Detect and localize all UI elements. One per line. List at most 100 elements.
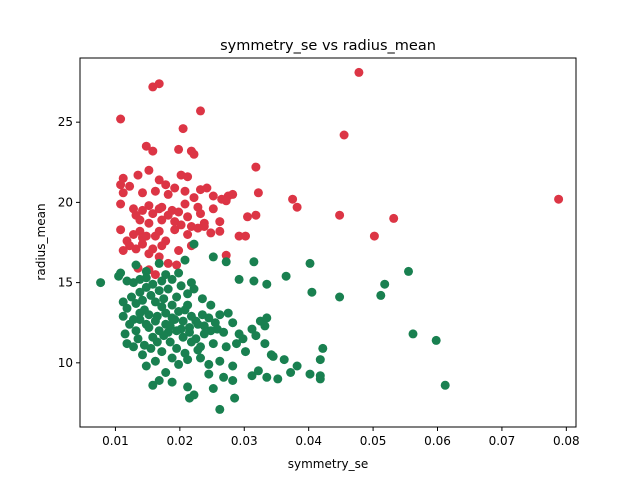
data-point xyxy=(260,339,270,349)
data-point xyxy=(167,300,177,310)
data-point xyxy=(157,276,167,286)
data-point xyxy=(174,144,184,154)
data-point xyxy=(178,124,188,134)
data-point xyxy=(219,327,229,337)
data-point xyxy=(249,257,259,267)
data-point xyxy=(369,231,379,241)
data-point xyxy=(260,321,270,331)
data-point xyxy=(144,249,154,259)
data-point xyxy=(253,188,263,198)
data-point xyxy=(208,191,218,201)
data-point xyxy=(206,228,216,238)
data-point xyxy=(180,199,190,209)
data-point xyxy=(154,175,164,185)
data-point xyxy=(185,327,194,337)
data-point xyxy=(243,212,252,222)
x-axis-label: symmetry_se xyxy=(288,457,369,471)
data-point xyxy=(183,289,193,299)
data-point xyxy=(150,316,160,326)
data-point xyxy=(163,258,173,268)
data-point xyxy=(167,274,177,284)
data-point xyxy=(251,162,261,172)
y-axis-label: radius_mean xyxy=(34,203,48,280)
data-point xyxy=(135,308,145,318)
data-point xyxy=(118,188,128,198)
data-point xyxy=(335,292,345,302)
data-point xyxy=(163,284,173,294)
data-point xyxy=(315,355,325,365)
data-point xyxy=(339,130,349,140)
data-point xyxy=(172,343,182,353)
data-point xyxy=(292,361,302,371)
data-point xyxy=(196,106,205,116)
data-point xyxy=(176,281,186,291)
data-point xyxy=(431,335,441,345)
y-tick-label: 10 xyxy=(58,356,73,370)
data-point xyxy=(174,268,184,278)
data-point xyxy=(281,271,291,281)
data-point xyxy=(141,273,151,283)
data-point xyxy=(127,292,136,302)
data-point xyxy=(154,326,164,336)
data-point xyxy=(228,318,238,328)
data-point xyxy=(116,199,126,209)
points-layer xyxy=(96,67,564,414)
x-tick-label: 0.05 xyxy=(360,434,387,448)
y-tick-label: 20 xyxy=(58,195,73,209)
data-point xyxy=(221,257,231,267)
data-point xyxy=(178,316,188,326)
data-point xyxy=(215,217,225,227)
y-tick-label: 15 xyxy=(58,276,73,290)
data-point xyxy=(268,351,278,361)
data-point xyxy=(129,342,138,352)
data-point xyxy=(150,186,160,196)
data-point xyxy=(185,393,194,403)
data-point xyxy=(215,310,225,320)
data-point xyxy=(141,319,151,329)
data-point xyxy=(150,270,160,280)
data-point xyxy=(170,225,180,235)
x-tick-label: 0.03 xyxy=(231,434,258,448)
data-point xyxy=(241,231,250,241)
data-point xyxy=(335,210,345,220)
data-point xyxy=(193,223,203,233)
data-point xyxy=(141,266,151,276)
data-point xyxy=(141,141,151,151)
data-point xyxy=(141,361,151,371)
data-point xyxy=(199,321,209,331)
data-point xyxy=(172,326,182,336)
data-point xyxy=(167,353,177,363)
data-point xyxy=(180,255,190,265)
data-point xyxy=(129,315,138,324)
data-point xyxy=(144,165,154,175)
data-point xyxy=(178,332,188,342)
data-point xyxy=(221,250,231,260)
data-point xyxy=(376,290,386,300)
data-point xyxy=(116,225,126,235)
data-point xyxy=(196,209,205,219)
data-point xyxy=(286,368,296,377)
data-point xyxy=(247,371,257,381)
data-point xyxy=(161,308,171,318)
x-tick-label: 0.07 xyxy=(489,434,516,448)
data-point xyxy=(170,183,180,193)
data-point xyxy=(232,339,241,349)
data-point xyxy=(144,201,154,211)
y-axis: 10 15 20 25 xyxy=(58,115,80,370)
data-point xyxy=(120,329,130,339)
data-point xyxy=(133,334,143,344)
data-point xyxy=(148,146,158,156)
data-point xyxy=(165,337,175,347)
data-point xyxy=(174,246,184,255)
data-point xyxy=(189,193,199,203)
data-point xyxy=(154,226,164,236)
data-point xyxy=(131,260,141,270)
data-point xyxy=(228,361,238,371)
data-point xyxy=(131,326,141,336)
data-point xyxy=(180,305,190,315)
data-point xyxy=(125,181,135,191)
data-point xyxy=(118,311,128,321)
data-point xyxy=(154,79,164,89)
